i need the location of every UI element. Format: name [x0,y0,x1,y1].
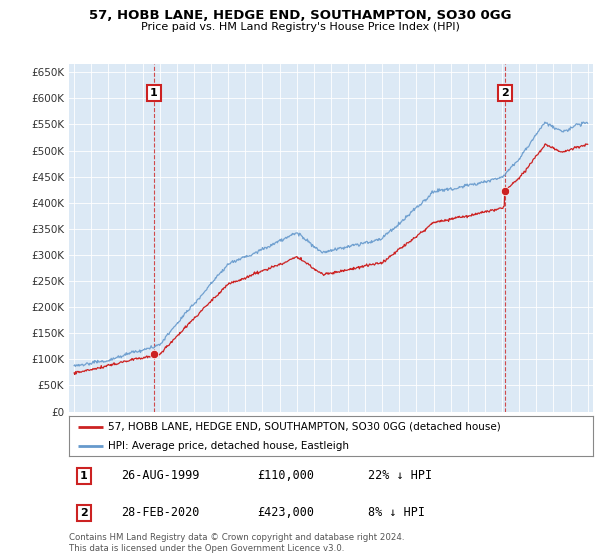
Text: Contains HM Land Registry data © Crown copyright and database right 2024.
This d: Contains HM Land Registry data © Crown c… [69,533,404,553]
Text: £110,000: £110,000 [257,469,314,482]
Text: 57, HOBB LANE, HEDGE END, SOUTHAMPTON, SO30 0GG (detached house): 57, HOBB LANE, HEDGE END, SOUTHAMPTON, S… [108,422,501,432]
Text: 2: 2 [501,88,509,98]
Text: 57, HOBB LANE, HEDGE END, SOUTHAMPTON, SO30 0GG: 57, HOBB LANE, HEDGE END, SOUTHAMPTON, S… [89,9,511,22]
Text: 2: 2 [80,508,88,517]
Text: 1: 1 [80,471,88,480]
Text: £423,000: £423,000 [257,506,314,519]
Text: 8% ↓ HPI: 8% ↓ HPI [368,506,425,519]
Text: HPI: Average price, detached house, Eastleigh: HPI: Average price, detached house, East… [108,441,349,450]
Text: Price paid vs. HM Land Registry's House Price Index (HPI): Price paid vs. HM Land Registry's House … [140,22,460,32]
Text: 26-AUG-1999: 26-AUG-1999 [121,469,200,482]
Text: 22% ↓ HPI: 22% ↓ HPI [368,469,431,482]
Text: 1: 1 [150,88,158,98]
Text: 28-FEB-2020: 28-FEB-2020 [121,506,200,519]
